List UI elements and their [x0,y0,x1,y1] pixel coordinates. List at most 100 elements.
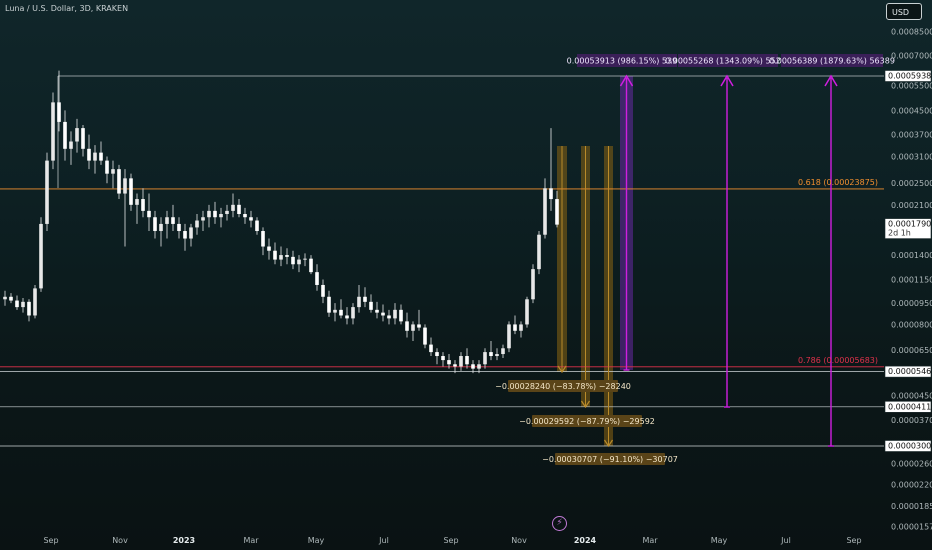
candle-body [105,160,109,174]
candle-body [531,269,535,300]
candle-body [117,169,121,194]
candle-body [123,178,127,194]
short-label: −0.00030707 (−91.10%) −30707 [542,455,678,464]
candle-body [279,255,283,260]
candle-body [513,324,517,331]
long-label-bg [781,54,883,67]
short-arrow-head [604,439,613,448]
candle-body [21,301,25,308]
short-arrow-head [581,400,590,409]
candle-body [507,324,511,349]
candle-body [357,296,361,308]
short-label: −0.00028240 (−83.78%) −28240 [495,382,631,391]
candle-body [435,352,439,357]
candle-body [405,321,409,331]
long-arrow-head [720,74,734,87]
candle-body [261,231,265,247]
fib-level-label: 0.618 (0.00023875) [798,178,878,187]
candle-body [15,300,19,308]
time-tick-label: Sep [443,536,458,545]
candle-body [33,288,37,316]
price-marker-box [884,440,932,452]
labels-layer: 0.618 (0.00023875) 0.786 (0.00005683) −0.0… [495,54,895,465]
candle-body [369,301,373,310]
price-marker-box [884,218,932,239]
fib-level-label: 0.786 (0.00005683) [798,356,878,365]
price-marker-label: 0.00004115 [888,402,932,411]
candle-body [3,296,7,300]
short-label-bg [555,453,665,465]
candle-body [153,217,157,232]
candle-body [393,309,397,319]
candle-body [45,160,49,224]
candle-body [63,121,67,149]
candle-body [477,364,481,369]
short-label-bg [532,415,642,427]
candles-layer [3,70,559,374]
time-tick-label: Jul [780,536,791,545]
candle-body [381,312,385,316]
candle-body [417,324,421,328]
long-label: 0.00053913 (986.15%) 53913 [567,57,688,66]
currency-button[interactable]: USD [886,3,922,20]
time-tick-label: Nov [112,536,128,545]
candle-body [375,309,379,313]
time-tick-label: May [308,536,325,545]
candle-body [297,259,301,265]
candle-body [273,250,277,260]
candle-body [291,256,295,265]
lightning-icon[interactable]: ⚡ [552,516,567,531]
time-tick-label: Sep [43,536,58,545]
time-axis[interactable]: Sep Nov 2023 Mar May Jul Sep Nov 2024 Mar May Jul Se… [43,536,861,545]
candle-body [237,204,241,215]
candle-body [471,364,475,369]
candle-body [243,214,247,218]
candle-body [309,258,313,273]
time-tick-label: Jul [378,536,389,545]
price-marker-label: 0.00003000 [888,442,932,451]
symbol-title: Luna / U.S. Dollar, 3D, KRAKEN [5,4,129,13]
candle-body [111,169,115,174]
candle-body [315,272,319,285]
candle-body [489,352,493,357]
candle-body [441,356,445,361]
candle-body [501,348,505,355]
time-tick-label: 2024 [574,536,597,545]
long-arrow-head [824,74,838,87]
long-label-bg [577,54,677,67]
candle-body [165,217,169,224]
candle-body [285,255,289,257]
candle-body [447,360,451,365]
price-marker-label: 0.00017905 [888,220,932,229]
candle-body [213,210,217,218]
candle-body [93,152,97,161]
candle-body [429,344,433,353]
candle-body [159,223,163,232]
candle-body [183,231,187,239]
candle-body [465,356,469,365]
candle-body [345,315,349,319]
long-label-bg [678,54,778,67]
price-marker-label: 0.00005467 [888,367,932,376]
candle-body [177,223,181,232]
candle-body [231,204,235,211]
candle-body [321,284,325,297]
price-marker-box [884,365,932,378]
candle-body [87,148,91,161]
candle-body [483,352,487,365]
arrows-layer [557,74,838,448]
